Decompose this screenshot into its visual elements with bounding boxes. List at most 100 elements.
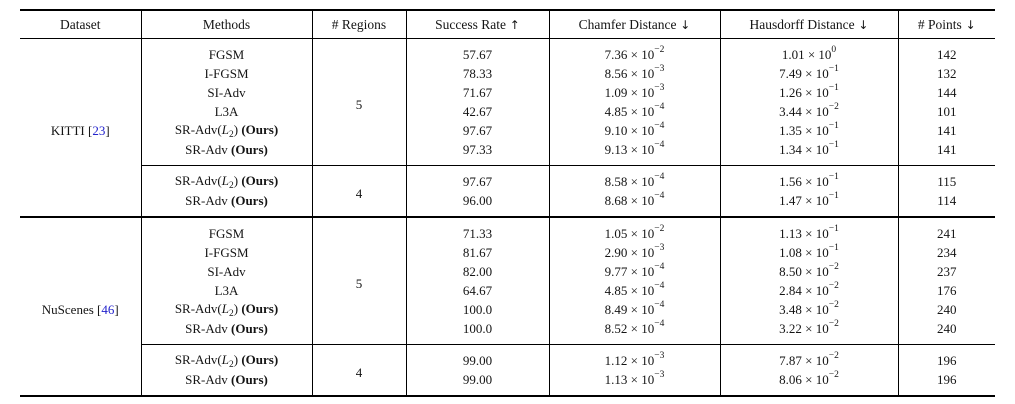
method-token: (Ours) (238, 122, 279, 138)
table-row: SI-Adv 82.00 9.77 × 10−4 8.50 × 10−2 237 (20, 262, 995, 281)
method-token: 2 (229, 360, 234, 371)
success-value: 97.67 (405, 165, 549, 191)
method-name: SR-Adv (Ours) (140, 191, 312, 217)
method-token: 2 (229, 309, 234, 320)
success-value: 97.33 (405, 140, 549, 166)
method-token: SR-Adv( (174, 352, 222, 368)
success-value: 99.00 (405, 344, 549, 370)
method-token: (Ours) (238, 352, 279, 368)
hausdorff-value: 1.26 × 10−1 (719, 83, 898, 102)
points-value: 144 (897, 83, 995, 102)
method-token: 2 (229, 130, 234, 141)
chamfer-value: 4.85 × 10−4 (548, 102, 720, 121)
method-token: L (221, 352, 229, 368)
exponent: −4 (654, 121, 665, 132)
method-token: L (221, 122, 229, 138)
table-row: SR-Adv(L2) (Ours) 97.67 9.10 × 10−4 1.35 × … (20, 121, 995, 140)
hausdorff-value: 3.44 × 10−2 (719, 102, 898, 121)
method-token: (Ours) (238, 173, 279, 189)
method-name: I-FGSM (140, 64, 312, 83)
points-value: 141 (897, 121, 995, 140)
table-row: SR-Adv (Ours) 96.00 8.68 × 10−4 1.47 × 10−1… (20, 191, 995, 217)
method-name: SR-Adv (Ours) (140, 370, 312, 396)
chamfer-value: 7.36 × 10−2 (548, 38, 720, 64)
exponent: −1 (828, 224, 839, 235)
method-token: (Ours) (227, 141, 268, 157)
column-header-success: Success Rate ↑ (405, 10, 549, 39)
method-name: L3A (140, 281, 312, 300)
chamfer-value: 8.52 × 10−4 (548, 319, 720, 345)
chamfer-value: 9.13 × 10−4 (548, 140, 720, 166)
hausdorff-value: 3.22 × 10−2 (719, 319, 898, 345)
exponent: −2 (828, 370, 839, 381)
success-value: 57.67 (405, 38, 549, 64)
chamfer-value: 8.49 × 10−4 (548, 300, 720, 319)
exponent: −3 (654, 243, 665, 254)
table-row: SR-Adv (Ours) 97.33 9.13 × 10−4 1.34 × 10−1… (20, 140, 995, 166)
success-value: 82.00 (405, 262, 549, 281)
hausdorff-value: 1.34 × 10−1 (719, 140, 898, 166)
dataset-label: KITTI [23] (50, 122, 110, 138)
hausdorff-value: 1.13 × 10−1 (719, 216, 898, 243)
method-token: (Ours) (227, 371, 268, 387)
column-header-dataset: Dataset (20, 10, 141, 39)
points-value: 115 (897, 165, 995, 191)
chamfer-value: 9.77 × 10−4 (548, 262, 720, 281)
points-value: 196 (897, 344, 995, 370)
success-value: 78.33 (405, 64, 549, 83)
method-token: ) (233, 301, 239, 317)
method-token: SR-Adv( (174, 301, 222, 317)
exponent: −1 (828, 121, 839, 132)
method-token: I-FGSM (204, 244, 249, 260)
up-arrow-icon: ↑ (505, 17, 520, 32)
method-name: FGSM (140, 38, 312, 64)
table-row: SR-Adv (Ours) 100.0 8.52 × 10−4 3.22 × 10−2… (20, 319, 995, 345)
success-value: 64.67 (405, 281, 549, 300)
paper-table-figure: Dataset Methods # Regions Success Rate ↑ Cha… (20, 9, 995, 397)
chamfer-value: 4.85 × 10−4 (548, 281, 720, 300)
method-name: SR-Adv (Ours) (140, 319, 312, 345)
hausdorff-value: 8.50 × 10−2 (719, 262, 898, 281)
table-row: SR-Adv(L2) (Ours) 100.0 8.49 × 10−4 3.48 × … (20, 300, 995, 319)
method-name: I-FGSM (140, 243, 312, 262)
chamfer-value: 2.90 × 10−3 (548, 243, 720, 262)
success-value: 100.0 (405, 319, 549, 345)
table-row: KITTI [23] FGSM 5 57.67 7.36 × 10−2 1.01 × 10… (20, 38, 995, 166)
method-token: SR-Adv (185, 320, 228, 336)
exponent: −2 (654, 224, 665, 235)
hausdorff-value: 1.56 × 10−1 (719, 165, 898, 191)
exponent: −4 (654, 140, 665, 151)
method-token: L3A (214, 282, 239, 298)
table-body: KITTI [23] FGSM 5 57.67 7.36 × 10−2 1.01 × 10… (20, 38, 995, 396)
table-row: I-FGSM 78.33 8.56 × 10−3 7.49 × 10−1 132 (20, 64, 995, 83)
exponent: −4 (654, 191, 665, 202)
down-arrow-icon: ↓ (961, 17, 976, 32)
citation-link[interactable]: 46 (101, 301, 115, 317)
chamfer-value: 1.12 × 10−3 (548, 344, 720, 370)
chamfer-value: 1.09 × 10−3 (548, 83, 720, 102)
exponent: −3 (654, 370, 665, 381)
exponent: −3 (654, 351, 665, 362)
method-token: SR-Adv (185, 192, 228, 208)
exponent: −1 (828, 83, 839, 94)
column-header-chamfer: Chamfer Distance ↓ (548, 10, 720, 39)
exponent: −4 (654, 300, 665, 311)
hausdorff-value: 1.35 × 10−1 (719, 121, 898, 140)
method-token: (Ours) (238, 301, 279, 317)
regions-value: 5 (311, 38, 406, 166)
chamfer-value: 8.56 × 10−3 (548, 64, 720, 83)
column-header-regions: # Regions (311, 10, 406, 39)
points-value: 234 (897, 243, 995, 262)
points-value: 237 (897, 262, 995, 281)
hausdorff-value: 3.48 × 10−2 (719, 300, 898, 319)
points-value: 142 (897, 38, 995, 64)
citation-link[interactable]: 23 (92, 122, 106, 138)
table-row: SR-Adv(L2) (Ours) 4 97.67 8.58 × 10−4 1.56 ×… (20, 165, 995, 217)
column-header-hausdorff: Hausdorff Distance ↓ (719, 10, 898, 39)
points-value: 240 (897, 319, 995, 345)
column-header-method: Methods (140, 10, 312, 39)
method-token: 2 (229, 181, 234, 192)
method-token: SR-Adv (185, 141, 228, 157)
method-token: SR-Adv( (174, 122, 222, 138)
exponent: −4 (654, 172, 665, 183)
